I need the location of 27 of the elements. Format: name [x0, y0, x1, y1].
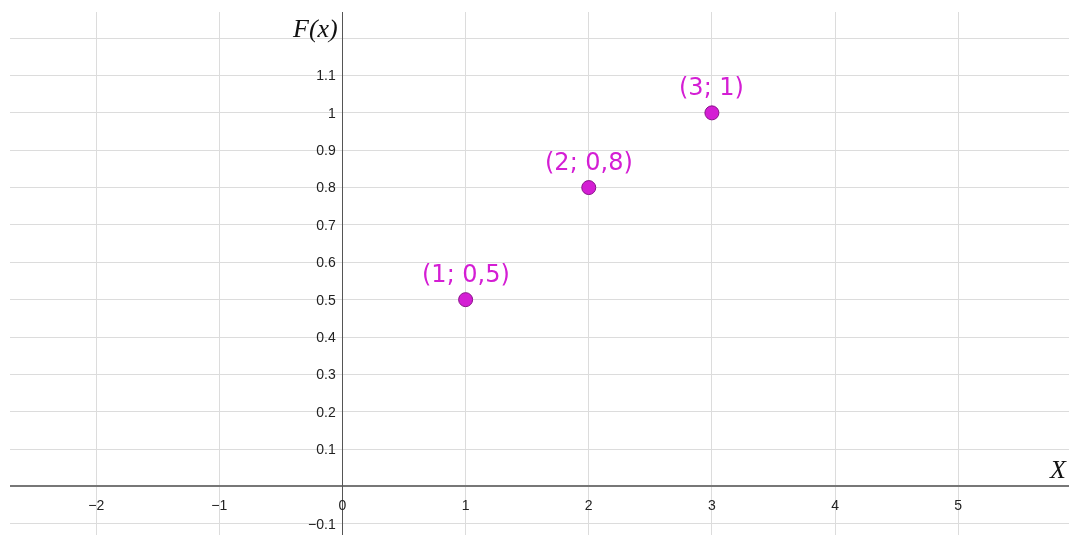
y-tick-label: −0.1 — [308, 515, 336, 532]
point — [581, 180, 597, 196]
point — [704, 105, 720, 121]
x-tick-label: 1 — [461, 497, 470, 514]
annotation: (2; 0,8) — [545, 148, 633, 176]
y-tick-label: 0.1 — [316, 440, 336, 457]
x-tick-label: 5 — [954, 497, 963, 514]
y-tick-label: 0.5 — [316, 291, 336, 308]
y-tick-label: 1 — [327, 104, 336, 121]
y-axis-title: F(x) — [292, 14, 338, 43]
annotation: (1; 0,5) — [422, 260, 510, 288]
x-tick-label: −1 — [211, 497, 228, 514]
x-tick-label: 2 — [584, 497, 593, 514]
y-tick-label: 0.8 — [316, 179, 336, 196]
x-tick-label: 4 — [831, 497, 840, 514]
y-tick-label: 0.4 — [316, 328, 336, 345]
y-tick-label: 0.2 — [316, 403, 336, 420]
point — [458, 292, 474, 308]
y-tick-label: 0.9 — [316, 142, 336, 159]
x-axis-title: X — [1049, 455, 1067, 484]
y-tick-label: 0.6 — [316, 254, 336, 271]
x-tick-label: 3 — [708, 497, 716, 514]
annotation: (3; 1) — [679, 73, 744, 101]
y-tick-label: 0.3 — [316, 366, 336, 383]
y-tick-label: 0.7 — [316, 216, 336, 233]
x-tick-label: −2 — [88, 497, 105, 514]
y-tick-label: 1.1 — [316, 67, 336, 84]
